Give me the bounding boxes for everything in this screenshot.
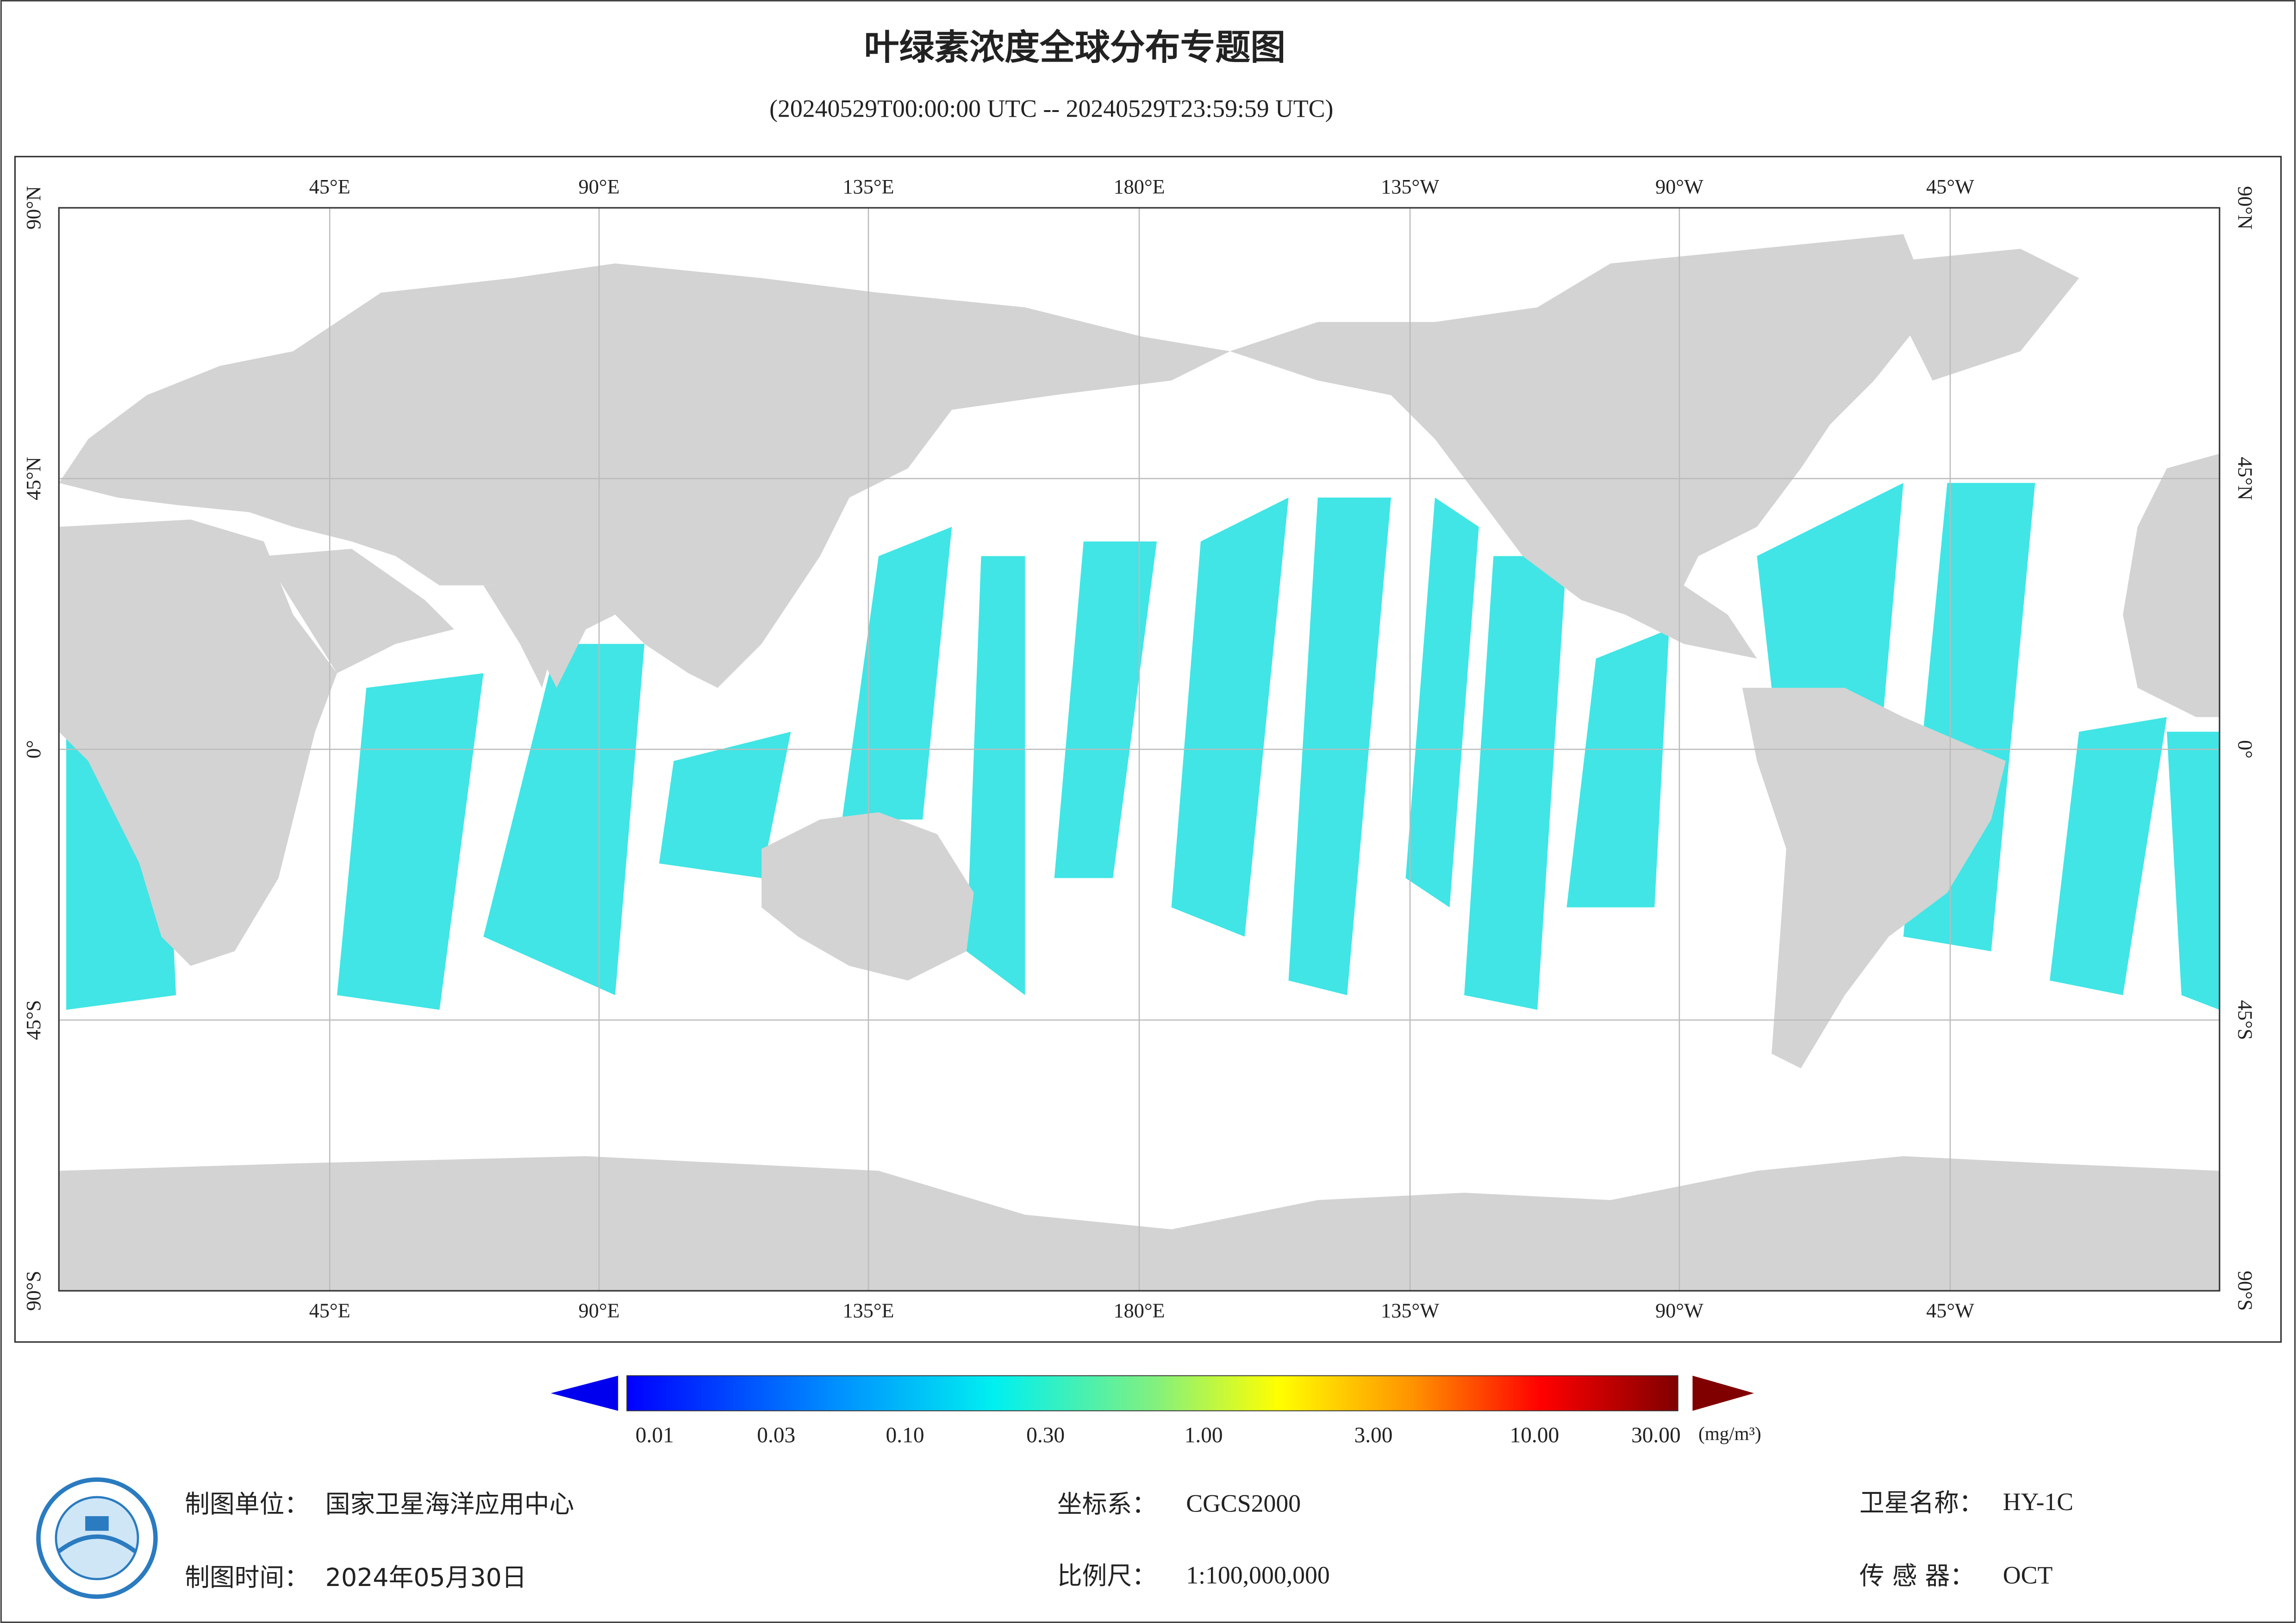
colorbar-label: 0.01	[636, 1423, 674, 1447]
lat-label-right: 90°N	[2234, 186, 2256, 230]
west-africa	[2123, 454, 2220, 717]
colorbar-ramp	[626, 1375, 1678, 1412]
footer-agency-label: 制图单位：	[185, 1490, 309, 1519]
colorbar-label: 30.00	[1631, 1423, 1681, 1447]
swath	[1288, 497, 1391, 995]
greenland	[1874, 249, 2079, 381]
lon-label-top: 180°E	[1113, 175, 1165, 198]
swath	[2166, 732, 2220, 1010]
africa	[59, 519, 337, 966]
footer-agency: 国家卫星海洋应用中心	[325, 1490, 574, 1519]
lat-label-right: 45°S	[2234, 1000, 2256, 1040]
swath	[659, 732, 791, 878]
lat-label-right: 0°	[2234, 740, 2256, 759]
colorbar-unit: (mg/m³)	[1698, 1423, 1761, 1445]
title: 叶绿素浓度全球分布专题图	[864, 27, 1286, 68]
lat-label-left: 45°N	[22, 457, 45, 500]
colorbar-label: 10.00	[1510, 1423, 1559, 1447]
swath	[1566, 629, 1669, 908]
lon-label-bottom: 45°E	[309, 1300, 350, 1322]
footer-satellite-label: 卫星名称：	[1859, 1488, 1984, 1517]
lon-label-bottom: 90°E	[579, 1300, 620, 1322]
lon-label-bottom: 135°E	[842, 1300, 894, 1322]
map-border	[58, 207, 2221, 1292]
footer-scale-label: 比例尺：	[1057, 1561, 1157, 1591]
footer-date-label: 制图时间：	[185, 1563, 309, 1592]
lat-label-right: 45°N	[2234, 457, 2256, 500]
swath	[483, 644, 645, 995]
lat-label-right: 90°S	[2234, 1271, 2256, 1311]
colorbar-label: 3.00	[1354, 1423, 1392, 1447]
eurasia	[59, 263, 1230, 688]
lon-label-bottom: 45°W	[1926, 1300, 1974, 1322]
map	[58, 207, 2221, 1292]
swath	[337, 673, 484, 1010]
logo	[36, 1477, 158, 1599]
swath	[1171, 497, 1289, 937]
graticule-lines	[59, 208, 2220, 1291]
lon-label-bottom: 135°W	[1381, 1300, 1439, 1322]
graticule	[59, 208, 2220, 1291]
footer-crs-label: 坐标系：	[1057, 1490, 1157, 1519]
lon-label-top: 135°W	[1381, 175, 1439, 198]
lat-label-left: 0°	[22, 740, 45, 759]
swath	[966, 556, 1025, 995]
lon-label-top: 90°E	[579, 175, 620, 198]
lon-label-top: 45°E	[309, 175, 350, 198]
colorbar-label: 1.00	[1185, 1423, 1223, 1447]
north-america	[1230, 234, 1933, 659]
footer-scale: 1:100,000,000	[1186, 1561, 1330, 1589]
swath	[1054, 541, 1157, 878]
lon-label-bottom: 90°W	[1655, 1300, 1703, 1322]
footer-crs: CGCS2000	[1186, 1489, 1301, 1517]
colorbar-low-arrow	[550, 1375, 618, 1411]
colorbar	[550, 1375, 1754, 1412]
colorbar-label: 0.30	[1026, 1423, 1065, 1447]
lon-label-top: 135°E	[842, 175, 894, 198]
footer-date: 2024年05月30日	[325, 1563, 527, 1592]
lon-label-top: 45°W	[1926, 175, 1974, 198]
lon-label-top: 90°W	[1655, 175, 1703, 198]
swath	[842, 527, 952, 820]
arabia	[263, 548, 455, 673]
subtitle: (20240529T00:00:00 UTC -- 20240529T23:59…	[769, 95, 1333, 123]
swath	[1405, 497, 1479, 908]
footer-satellite: HY-1C	[2003, 1488, 2073, 1516]
lat-label-left: 45°S	[22, 1000, 45, 1040]
colorbar-high-arrow	[1692, 1375, 1754, 1411]
lat-label-left: 90°N	[22, 186, 45, 230]
footer-sensor-label: 传 感 器：	[1859, 1561, 1975, 1591]
lat-label-left: 90°S	[22, 1271, 45, 1311]
colorbar-label: 0.03	[757, 1423, 795, 1447]
footer-sensor: OCT	[2003, 1561, 2053, 1589]
australia	[761, 812, 974, 981]
swath	[2049, 717, 2167, 995]
colorbar-label: 0.10	[886, 1423, 924, 1447]
swath	[1464, 556, 1567, 1010]
lon-label-bottom: 180°E	[1113, 1300, 1165, 1322]
south-america	[1742, 688, 2006, 1069]
